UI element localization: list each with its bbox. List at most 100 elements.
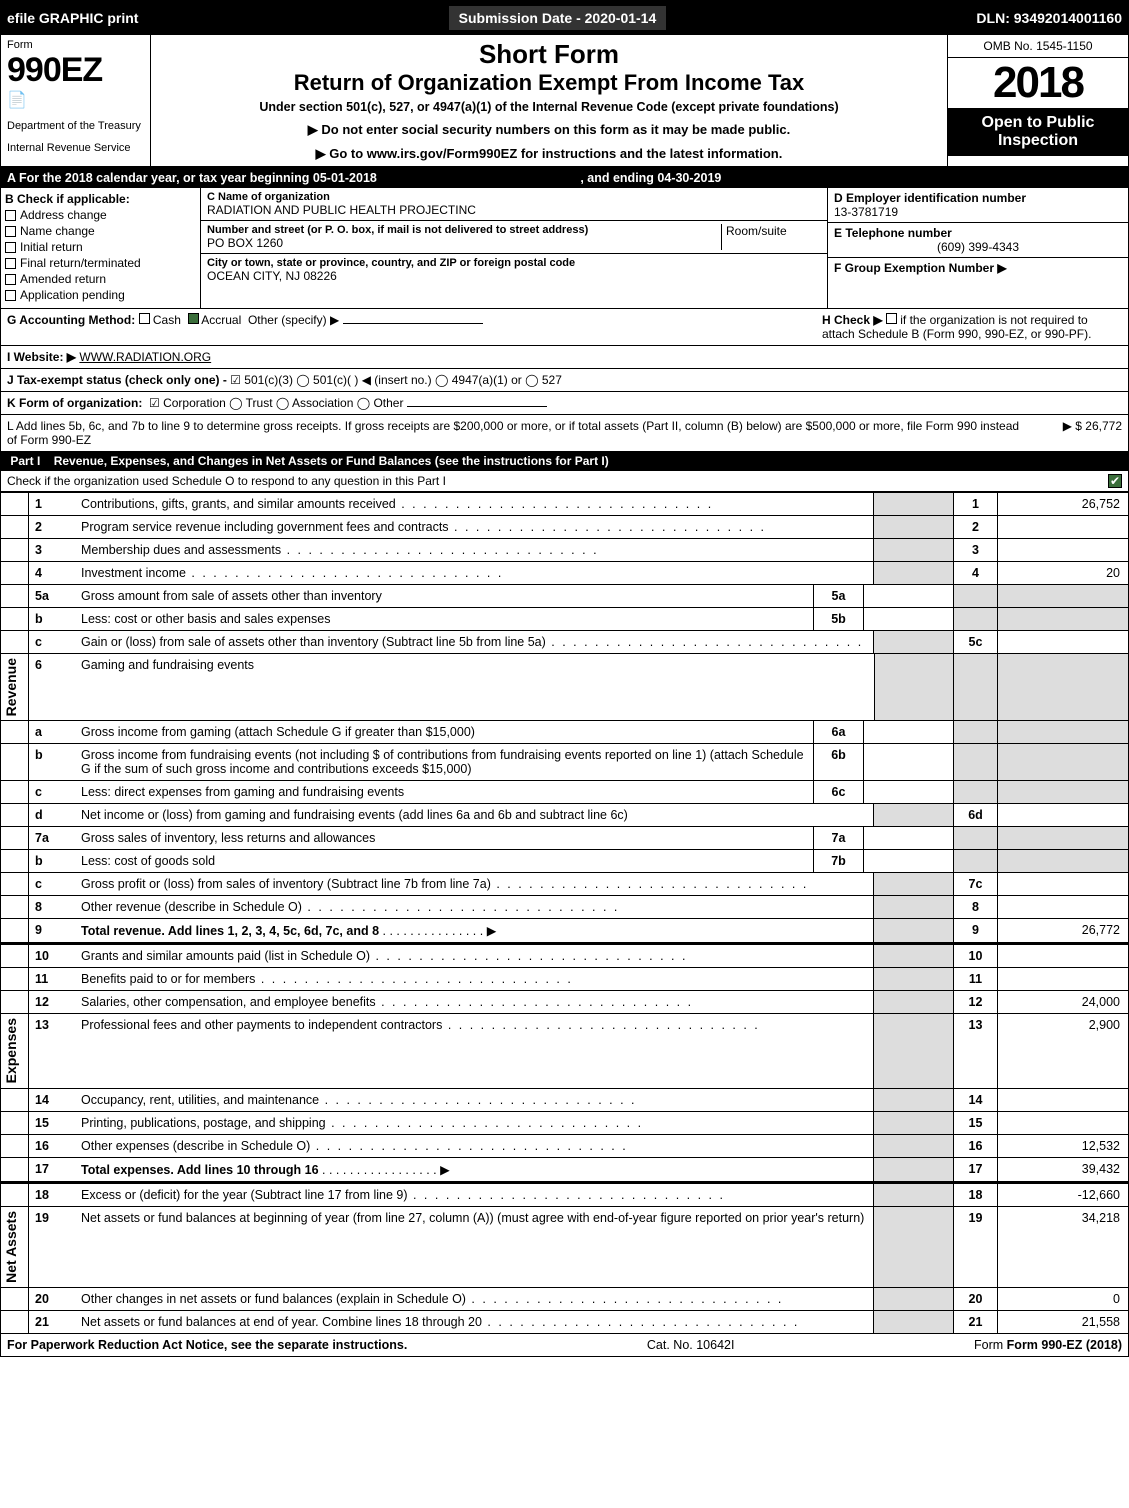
chk-final-return[interactable] — [5, 258, 16, 269]
phone-label: E Telephone number — [834, 226, 1122, 240]
line-9-num: 9 — [29, 919, 75, 942]
footer-mid: Cat. No. 10642I — [647, 1338, 735, 1352]
line-3-val — [998, 539, 1128, 561]
line-8-desc: Other revenue (describe in Schedule O) — [75, 896, 874, 918]
line-13-num: 13 — [29, 1014, 75, 1087]
line-9-val: 26,772 — [998, 919, 1128, 942]
line-6b-num: b — [29, 744, 75, 780]
line-5a-num: 5a — [29, 585, 75, 607]
return-title: Return of Organization Exempt From Incom… — [155, 70, 943, 96]
form-990ez-page: efile GRAPHIC print Submission Date - 20… — [0, 0, 1129, 1357]
line-10-num: 10 — [29, 945, 75, 967]
other-org-input[interactable] — [407, 406, 547, 407]
dept-label: Department of the Treasury — [7, 120, 144, 132]
line-14-num: 14 — [29, 1089, 75, 1111]
city-value: OCEAN CITY, NJ 08226 — [207, 269, 821, 283]
line-13-val: 2,900 — [998, 1014, 1128, 1087]
line-6c-inval[interactable] — [864, 781, 954, 803]
line-6a-innum: 6a — [814, 721, 864, 743]
subtitle: Under section 501(c), 527, or 4947(a)(1)… — [155, 100, 943, 114]
goto-line: ▶ Go to www.irs.gov/Form990EZ for instru… — [155, 146, 943, 162]
chk-pending[interactable] — [5, 290, 16, 301]
line-6-num: 6 — [29, 654, 75, 720]
line-21-num: 21 — [29, 1311, 75, 1333]
line-6d-val — [998, 804, 1128, 826]
line-5b-inval[interactable] — [864, 608, 954, 630]
line-17-box: 17 — [954, 1158, 998, 1181]
line-12-num: 12 — [29, 991, 75, 1013]
chk-cash[interactable] — [139, 313, 150, 324]
line-1-box: 1 — [954, 493, 998, 515]
line-2-val — [998, 516, 1128, 538]
line-6b-inval[interactable] — [864, 744, 954, 780]
part-1-check-box[interactable]: ✔ — [1108, 474, 1122, 488]
part-1-header: Part I Revenue, Expenses, and Changes in… — [1, 451, 1128, 471]
line-7b-inval[interactable] — [864, 850, 954, 872]
form-label: Form — [7, 39, 144, 51]
chk-address-change[interactable] — [5, 210, 16, 221]
line-4-box: 4 — [954, 562, 998, 584]
line-12-box: 12 — [954, 991, 998, 1013]
line-7c-box: 7c — [954, 873, 998, 895]
h-label: H Check ▶ — [822, 313, 886, 327]
lbl-address-change: Address change — [20, 208, 107, 222]
dln-label: DLN: 93492014001160 — [976, 10, 1122, 26]
line-6c-innum: 6c — [814, 781, 864, 803]
line-6a-inval[interactable] — [864, 721, 954, 743]
tax-year: 2018 — [948, 58, 1128, 108]
k-label: K Form of organization: — [7, 396, 142, 410]
line-20-desc: Other changes in net assets or fund bala… — [75, 1288, 874, 1310]
line-3-box: 3 — [954, 539, 998, 561]
line-7a-innum: 7a — [814, 827, 864, 849]
open-public: Open to Public Inspection — [948, 108, 1128, 156]
line-11-num: 11 — [29, 968, 75, 990]
lbl-other-method: Other (specify) ▶ — [248, 313, 339, 327]
line-7a-desc: Gross sales of inventory, less returns a… — [75, 827, 814, 849]
right-block: OMB No. 1545-1150 2018 Open to Public In… — [948, 35, 1128, 166]
lbl-pending: Application pending — [20, 288, 125, 302]
part-1-title: Revenue, Expenses, and Changes in Net As… — [54, 454, 609, 468]
line-8-val — [998, 896, 1128, 918]
line-16-box: 16 — [954, 1135, 998, 1157]
period-row: A For the 2018 calendar year, or tax yea… — [1, 168, 1128, 188]
chk-schedule-b[interactable] — [886, 313, 897, 324]
chk-amended[interactable] — [5, 274, 16, 285]
line-17-num: 17 — [29, 1158, 75, 1181]
chk-initial-return[interactable] — [5, 242, 16, 253]
line-11-box: 11 — [954, 968, 998, 990]
submission-date-button[interactable]: Submission Date - 2020-01-14 — [448, 5, 668, 31]
line-1-num: 1 — [29, 493, 75, 515]
line-3-desc: Membership dues and assessments — [75, 539, 874, 561]
line-10-desc: Grants and similar amounts paid (list in… — [75, 945, 874, 967]
top-bar: efile GRAPHIC print Submission Date - 20… — [1, 1, 1128, 35]
line-14-box: 14 — [954, 1089, 998, 1111]
lbl-cash: Cash — [153, 313, 181, 327]
other-method-input[interactable] — [343, 323, 483, 324]
chk-accrual[interactable] — [188, 313, 199, 324]
line-12-val: 24,000 — [998, 991, 1128, 1013]
chk-name-change[interactable] — [5, 226, 16, 237]
line-2-num: 2 — [29, 516, 75, 538]
efile-print-label[interactable]: efile GRAPHIC print — [7, 10, 138, 26]
line-2-box: 2 — [954, 516, 998, 538]
line-21-desc: Net assets or fund balances at end of ye… — [75, 1311, 874, 1333]
line-7b-innum: 7b — [814, 850, 864, 872]
city-label: City or town, state or province, country… — [207, 257, 821, 269]
line-7a-inval[interactable] — [864, 827, 954, 849]
line-6d-desc: Net income or (loss) from gaming and fun… — [75, 804, 874, 826]
line-6-desc: Gaming and fundraising events — [75, 654, 874, 720]
line-5a-inval[interactable] — [864, 585, 954, 607]
line-19-val: 34,218 — [998, 1207, 1128, 1287]
row-g-h: G Accounting Method: Cash Accrual Other … — [1, 309, 1128, 346]
line-5b-innum: 5b — [814, 608, 864, 630]
line-10-val — [998, 945, 1128, 967]
line-8-box: 8 — [954, 896, 998, 918]
line-15-desc: Printing, publications, postage, and shi… — [75, 1112, 874, 1134]
line-20-val: 0 — [998, 1288, 1128, 1310]
line-5b-num: b — [29, 608, 75, 630]
website-link[interactable]: WWW.RADIATION.ORG — [79, 350, 211, 364]
footer-left: For Paperwork Reduction Act Notice, see … — [7, 1338, 407, 1352]
line-10-box: 10 — [954, 945, 998, 967]
line-8-num: 8 — [29, 896, 75, 918]
line-18-val: -12,660 — [998, 1184, 1128, 1206]
